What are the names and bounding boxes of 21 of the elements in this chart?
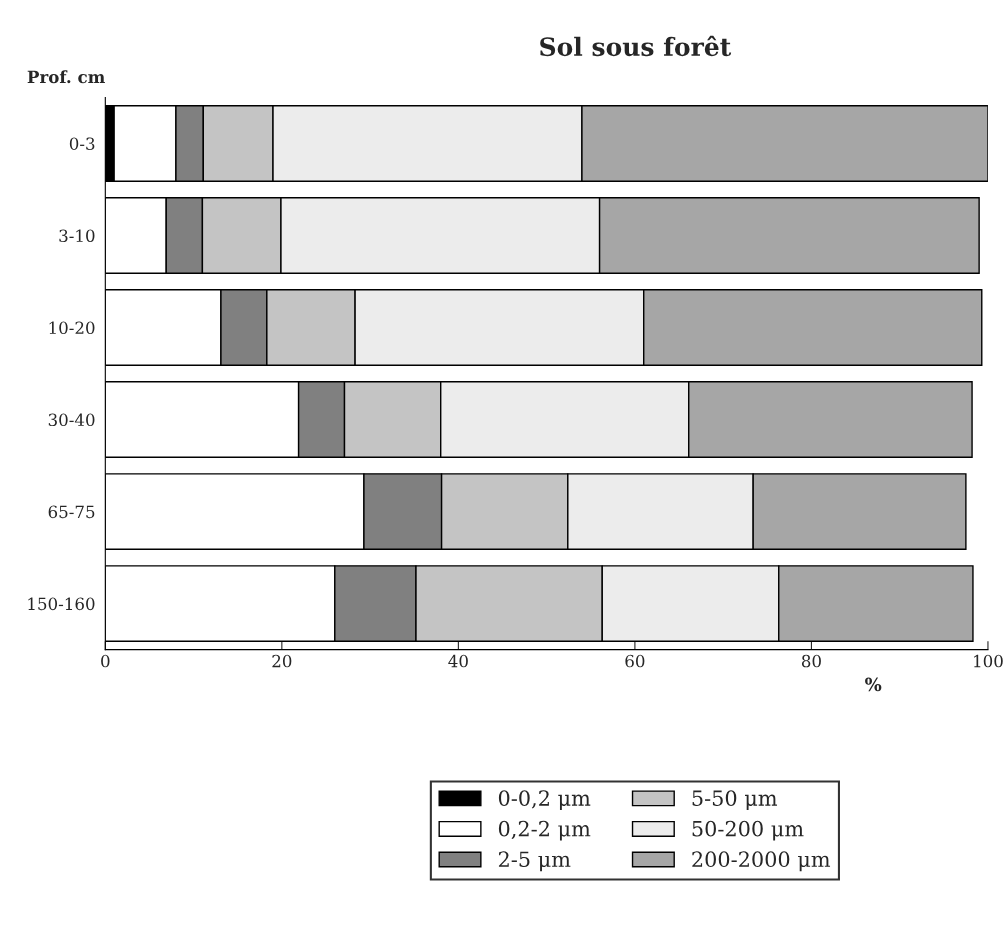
- legend-label: 50-200 μm: [692, 820, 804, 841]
- chart-title: Sol sous forêt: [540, 35, 732, 57]
- x-tick-label: 20: [272, 654, 292, 668]
- y-axis-title: Prof. cm: [27, 70, 105, 84]
- y-tick-label: 65-75: [48, 505, 95, 519]
- x-tick-label: 40: [448, 654, 468, 668]
- x-tick-label: 0: [101, 654, 110, 668]
- x-tick-label: 60: [625, 654, 645, 668]
- y-tick-label: 150-160: [28, 597, 95, 611]
- legend-label: 2-5 μm: [498, 851, 571, 872]
- y-tick-label: 3-10: [59, 229, 95, 243]
- x-tick-label: 100: [974, 654, 1003, 668]
- legend-label: 0,2-2 μm: [498, 820, 591, 841]
- legend-label: 0-0,2 μm: [498, 790, 591, 810]
- y-tick-label: 0-3: [69, 137, 95, 151]
- x-tick-label: 80: [801, 654, 821, 668]
- y-tick-label: 10-20: [49, 321, 95, 335]
- y-tick-label: 30-40: [48, 413, 95, 427]
- x-axis-title: %: [865, 677, 882, 692]
- legend-label: 200-2000 μm: [692, 851, 831, 872]
- legend-label: 5-50 μm: [692, 790, 778, 810]
